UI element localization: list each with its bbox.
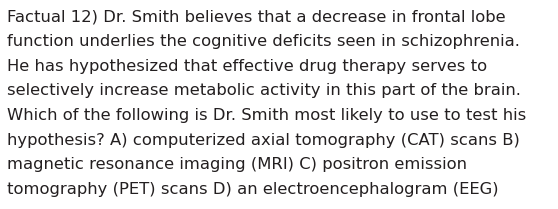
Text: selectively increase metabolic activity in this part of the brain.: selectively increase metabolic activity … — [7, 83, 521, 98]
Text: hypothesis? A) computerized axial tomography (CAT) scans B): hypothesis? A) computerized axial tomogr… — [7, 133, 520, 148]
Text: tomography (PET) scans D) an electroencephalogram (EEG): tomography (PET) scans D) an electroence… — [7, 182, 499, 197]
Text: Which of the following is Dr. Smith most likely to use to test his: Which of the following is Dr. Smith most… — [7, 108, 527, 123]
Text: He has hypothesized that effective drug therapy serves to: He has hypothesized that effective drug … — [7, 59, 487, 74]
Text: function underlies the cognitive deficits seen in schizophrenia.: function underlies the cognitive deficit… — [7, 34, 520, 49]
Text: magnetic resonance imaging (MRI) C) positron emission: magnetic resonance imaging (MRI) C) posi… — [7, 157, 467, 172]
Text: Factual 12) Dr. Smith believes that a decrease in frontal lobe: Factual 12) Dr. Smith believes that a de… — [7, 9, 506, 24]
